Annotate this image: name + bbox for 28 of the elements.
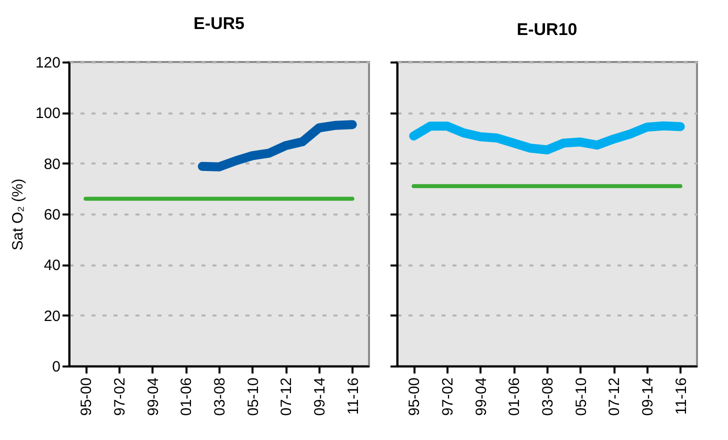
y-tick-label: 0 [52,358,60,376]
x-tick-label: 03-08 [540,378,556,416]
x-tick-label: 95-00 [78,378,96,416]
x-tick-label: 11-16 [672,378,690,415]
x-tick-label: 99-04 [144,378,162,416]
x-tick-label: 97-02 [112,378,128,416]
y-tick-label: 20 [44,308,60,325]
chart-title: E-UR5 [193,14,245,33]
x-tick-label: 07-12 [278,378,296,416]
x-tick-label: 01-06 [178,378,196,416]
x-tick-label: 01-06 [506,378,524,416]
x-tick-label: 97-02 [440,378,456,416]
y-axis-title: Sat O₂ (%) [9,178,26,250]
x-tick-label: 09-14 [640,378,656,416]
x-tick-label: 95-00 [406,378,424,416]
y-tick-label: 40 [44,257,60,274]
x-tick-label: 11-16 [344,378,362,415]
x-tick-label: 07-12 [606,378,624,416]
chart-title: E-UR10 [516,20,578,39]
x-tick-label: 99-04 [472,378,490,416]
y-tick-label: 120 [35,54,60,72]
x-tick-label: 05-10 [572,378,590,416]
y-tick-label: 100 [35,105,60,122]
x-tick-label: 03-08 [212,378,228,416]
y-tick-label: 60 [44,206,60,224]
y-tick-label: 80 [44,156,60,173]
x-tick-label: 09-14 [312,378,328,416]
x-tick-label: 05-10 [244,378,262,416]
